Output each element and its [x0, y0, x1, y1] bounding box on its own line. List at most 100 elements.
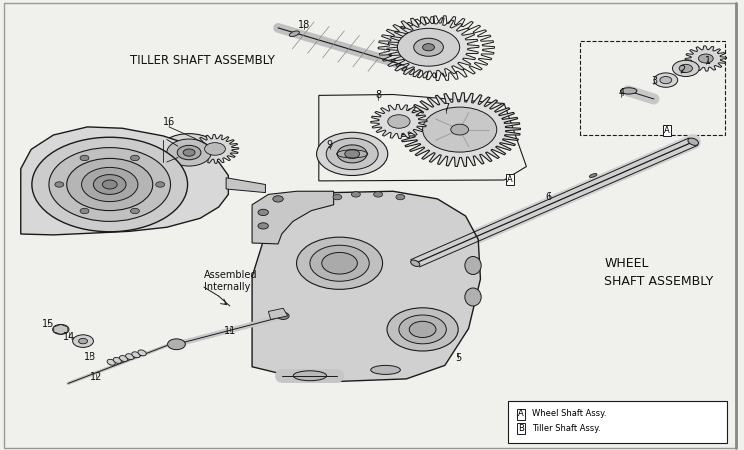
Text: SHAFT ASSEMBLY: SHAFT ASSEMBLY [604, 275, 713, 288]
Ellipse shape [411, 260, 420, 266]
Circle shape [167, 339, 185, 350]
Circle shape [310, 245, 369, 281]
Circle shape [388, 115, 410, 128]
Ellipse shape [293, 371, 327, 381]
Circle shape [414, 38, 443, 56]
Ellipse shape [113, 357, 121, 363]
Polygon shape [226, 178, 266, 193]
Circle shape [103, 180, 117, 189]
Text: 3: 3 [652, 76, 658, 86]
Text: WHEEL: WHEEL [604, 257, 649, 270]
Circle shape [130, 208, 139, 214]
Text: Assembled
Internally: Assembled Internally [204, 270, 257, 292]
Polygon shape [685, 46, 727, 71]
Circle shape [53, 324, 69, 334]
Circle shape [326, 138, 378, 170]
Polygon shape [371, 104, 427, 139]
Text: A: A [519, 410, 524, 418]
Polygon shape [191, 135, 239, 163]
Polygon shape [252, 191, 333, 244]
Polygon shape [378, 17, 479, 78]
Text: A: A [664, 126, 670, 135]
Text: 14: 14 [62, 332, 75, 342]
Ellipse shape [589, 174, 597, 177]
Circle shape [258, 223, 269, 229]
Circle shape [317, 132, 388, 176]
Circle shape [32, 137, 187, 232]
Ellipse shape [371, 365, 400, 374]
Circle shape [79, 338, 88, 344]
Ellipse shape [107, 359, 115, 365]
Circle shape [273, 196, 283, 202]
Ellipse shape [132, 352, 140, 358]
Circle shape [94, 175, 126, 194]
Text: Tiller Shaft Assy.: Tiller Shaft Assy. [533, 424, 601, 433]
Text: 13: 13 [84, 352, 97, 362]
Circle shape [399, 315, 446, 344]
Text: 11: 11 [224, 326, 236, 336]
Text: 4: 4 [618, 88, 624, 98]
Circle shape [673, 60, 699, 76]
Circle shape [130, 155, 139, 161]
Text: B: B [519, 424, 525, 433]
Text: A: A [507, 175, 513, 184]
Polygon shape [252, 191, 481, 382]
Circle shape [321, 252, 357, 274]
Circle shape [158, 134, 220, 171]
Text: 15: 15 [42, 319, 54, 329]
Circle shape [373, 192, 382, 197]
Circle shape [333, 194, 341, 200]
Circle shape [396, 194, 405, 200]
Circle shape [155, 182, 164, 187]
Ellipse shape [688, 138, 699, 145]
Text: 8: 8 [375, 90, 381, 99]
Circle shape [387, 308, 458, 351]
Ellipse shape [126, 354, 134, 360]
Circle shape [80, 208, 89, 214]
Circle shape [351, 192, 360, 197]
Circle shape [258, 209, 269, 216]
Text: TILLER SHAFT ASSEMBLY: TILLER SHAFT ASSEMBLY [129, 54, 275, 67]
Circle shape [177, 145, 201, 160]
Text: 1: 1 [705, 56, 711, 66]
Text: 6: 6 [545, 192, 552, 202]
Text: 7: 7 [443, 103, 449, 113]
Text: 18: 18 [298, 20, 310, 30]
Circle shape [423, 44, 434, 51]
Circle shape [451, 124, 469, 135]
Circle shape [80, 155, 89, 161]
Circle shape [73, 335, 94, 347]
Circle shape [397, 28, 460, 66]
Circle shape [55, 182, 64, 187]
Polygon shape [54, 324, 68, 334]
Ellipse shape [289, 31, 299, 36]
Circle shape [67, 158, 153, 211]
Circle shape [344, 149, 359, 158]
Ellipse shape [465, 256, 481, 274]
Circle shape [660, 76, 672, 84]
Circle shape [49, 148, 170, 221]
Bar [508, 400, 727, 443]
Polygon shape [21, 127, 228, 235]
Text: 2: 2 [679, 65, 685, 75]
Ellipse shape [138, 350, 147, 356]
Circle shape [205, 143, 225, 155]
Polygon shape [399, 93, 521, 166]
Circle shape [423, 107, 497, 152]
Circle shape [699, 54, 713, 63]
Text: 12: 12 [90, 372, 103, 382]
Circle shape [654, 73, 678, 87]
Circle shape [409, 321, 436, 338]
Ellipse shape [120, 356, 128, 361]
Circle shape [679, 64, 693, 72]
Text: 5: 5 [455, 353, 461, 363]
Circle shape [297, 237, 382, 289]
Polygon shape [269, 308, 288, 319]
Circle shape [278, 312, 289, 319]
Circle shape [183, 149, 195, 156]
Text: Wheel Shaft Assy.: Wheel Shaft Assy. [533, 410, 607, 418]
Circle shape [337, 145, 367, 163]
Circle shape [82, 167, 138, 202]
Ellipse shape [620, 88, 637, 94]
Text: 9: 9 [327, 140, 333, 150]
